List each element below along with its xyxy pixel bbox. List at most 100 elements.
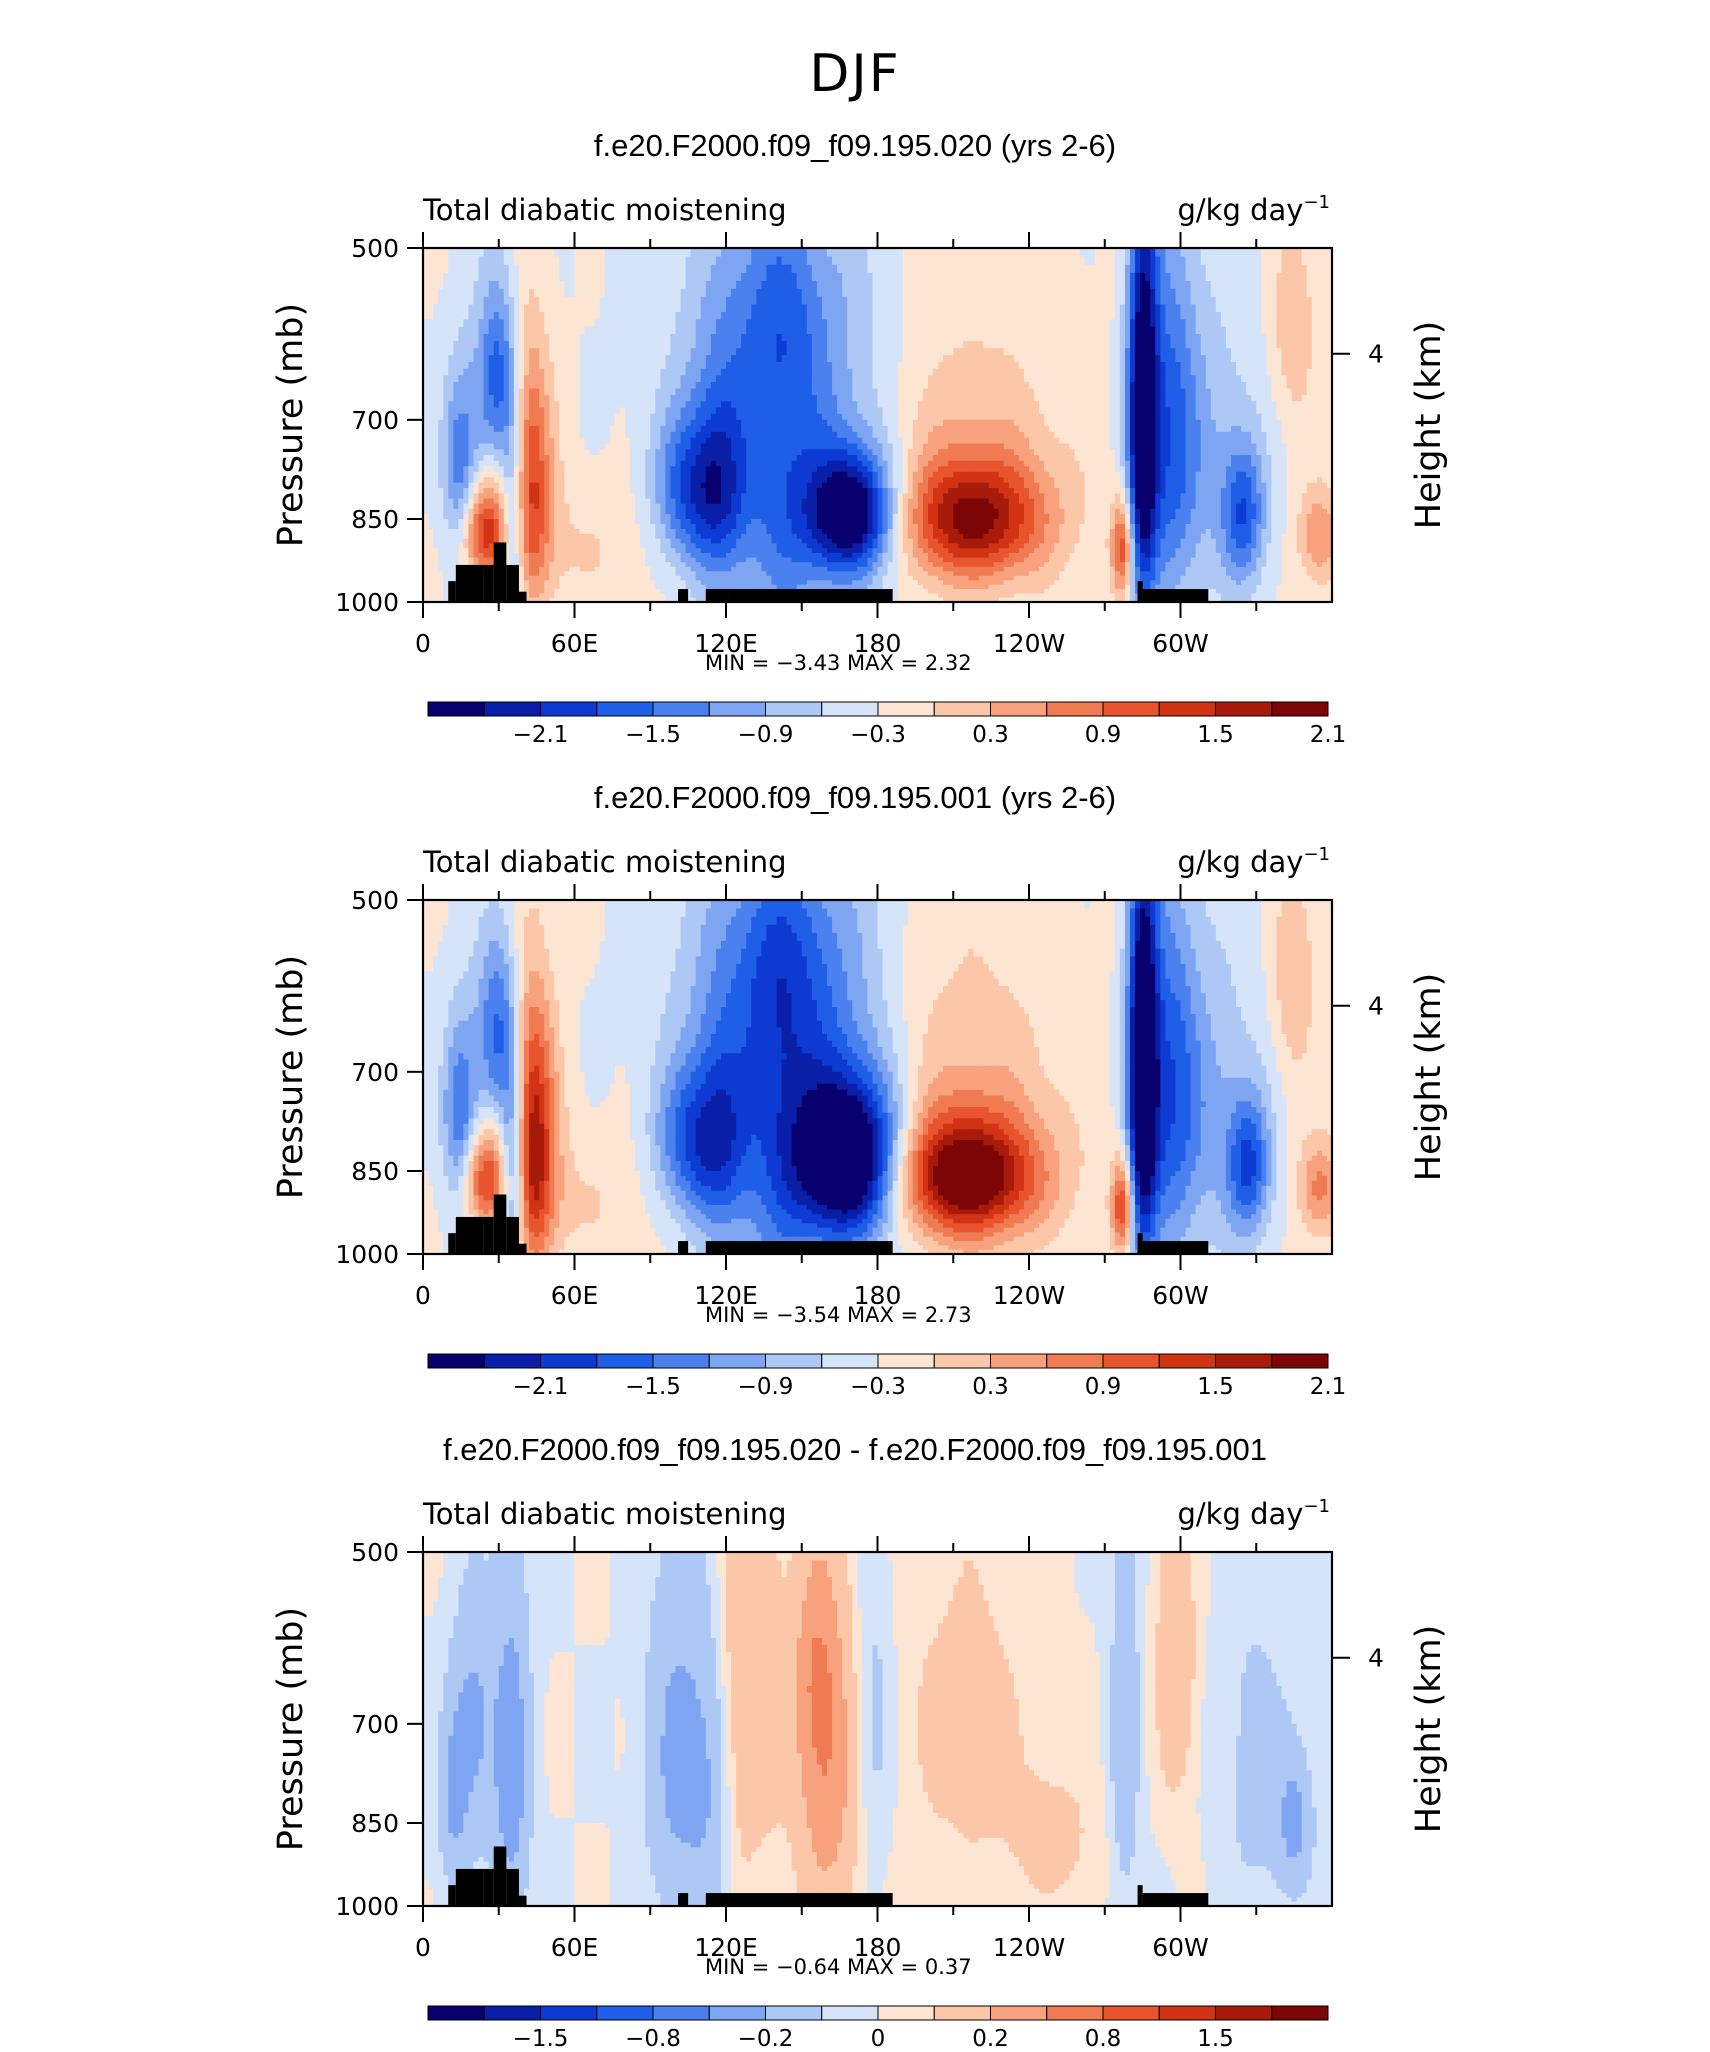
heatmap-cell: [1241, 334, 1247, 342]
heatmap-cell: [1226, 289, 1232, 297]
heatmap-cell: [933, 248, 939, 257]
heatmap-cell: [544, 334, 550, 342]
heatmap-cell: [1312, 369, 1318, 376]
heatmap-cell: [711, 408, 717, 415]
heatmap-cell: [1110, 369, 1116, 376]
heatmap-cell: [933, 426, 939, 433]
heatmap-cell: [862, 375, 868, 382]
heatmap-cell: [918, 304, 924, 312]
heatmap-cell: [676, 388, 682, 395]
heatmap-cell: [1044, 382, 1050, 389]
heatmap-cell: [1024, 420, 1030, 427]
heatmap-cell: [499, 420, 505, 427]
heatmap-cell: [504, 420, 510, 427]
heatmap-cell: [1069, 420, 1075, 427]
heatmap-cell: [585, 281, 591, 290]
heatmap-cell: [1292, 312, 1298, 320]
heatmap-cell: [1302, 341, 1308, 349]
heatmap-cell: [1211, 327, 1217, 335]
heatmap-cell: [817, 426, 823, 433]
heatmap-cell: [1090, 256, 1096, 265]
heatmap-cell: [766, 426, 772, 433]
heatmap-cell: [1150, 248, 1156, 257]
heatmap-cell: [741, 408, 747, 415]
heatmap-cell: [837, 414, 843, 421]
heatmap-cell: [1186, 289, 1192, 297]
heatmap-cell: [1054, 375, 1060, 382]
heatmap-cell: [923, 369, 929, 376]
heatmap-cell: [968, 348, 974, 356]
heatmap-cell: [640, 334, 646, 342]
heatmap-cell: [1090, 304, 1096, 312]
heatmap-cell: [1049, 341, 1055, 349]
heatmap-cell: [650, 355, 656, 362]
heatmap-cell: [569, 369, 575, 376]
heatmap-cell: [802, 248, 808, 257]
heatmap-cell: [1105, 265, 1111, 274]
heatmap-cell: [458, 414, 464, 421]
heatmap-cell: [1221, 401, 1227, 408]
heatmap-cell: [1009, 355, 1015, 362]
heatmap-cell: [1064, 297, 1070, 305]
heatmap-cell: [514, 401, 520, 408]
heatmap-cell: [928, 304, 934, 312]
heatmap-cell: [590, 414, 596, 421]
heatmap-cell: [438, 395, 444, 402]
heatmap-cell: [756, 297, 762, 305]
heatmap-cell: [650, 362, 656, 369]
heatmap-cell: [837, 355, 843, 362]
heatmap-cell: [1196, 414, 1202, 421]
heatmap-cell: [979, 312, 985, 320]
heatmap-cell: [736, 395, 742, 402]
heatmap-cell: [898, 297, 904, 305]
heatmap-cell: [1110, 297, 1116, 305]
heatmap-cell: [640, 265, 646, 274]
heatmap-cell: [585, 334, 591, 342]
heatmap-cell: [1004, 362, 1010, 369]
heatmap-cell: [1271, 348, 1277, 356]
heatmap-cell: [751, 334, 757, 342]
heatmap-cell: [973, 348, 979, 356]
heatmap-cell: [913, 297, 919, 305]
heatmap-cell: [1074, 248, 1080, 257]
heatmap-cell: [994, 256, 1000, 265]
heatmap-cell: [524, 312, 530, 320]
heatmap-cell: [1231, 248, 1237, 257]
heatmap-cell: [580, 388, 586, 395]
heatmap-cell: [1090, 265, 1096, 274]
heatmap-cell: [696, 414, 702, 421]
heatmap-cell: [706, 319, 712, 327]
heatmap-cell: [1115, 395, 1121, 402]
heatmap-cell: [1080, 414, 1086, 421]
heatmap-cell: [1090, 432, 1096, 439]
heatmap-cell: [1186, 395, 1192, 402]
heatmap-cell: [1287, 312, 1293, 320]
heatmap-cell: [670, 426, 676, 433]
heatmap-cell: [1120, 414, 1126, 421]
heatmap-cell: [1201, 382, 1207, 389]
heatmap-cell: [1080, 432, 1086, 439]
heatmap-cell: [933, 289, 939, 297]
heatmap-cell: [630, 348, 636, 356]
heatmap-cell: [792, 256, 798, 265]
heatmap-cell: [640, 408, 646, 415]
heatmap-cell: [802, 273, 808, 282]
heatmap-cell: [746, 401, 752, 408]
heatmap-cell: [1090, 420, 1096, 427]
heatmap-cell: [645, 304, 651, 312]
heatmap-cell: [539, 355, 545, 362]
heatmap-cell: [549, 401, 555, 408]
heatmap-cell: [1236, 388, 1242, 395]
heatmap-cell: [731, 334, 737, 342]
heatmap-cell: [827, 341, 833, 349]
heatmap-cell: [564, 273, 570, 282]
heatmap-cell: [1181, 248, 1187, 257]
heatmap-cell: [766, 369, 772, 376]
heatmap-cell: [580, 304, 586, 312]
heatmap-cell: [474, 348, 480, 356]
heatmap-cell: [1039, 395, 1045, 402]
heatmap-cell: [903, 341, 909, 349]
heatmap-cell: [443, 382, 449, 389]
heatmap-cell: [640, 382, 646, 389]
heatmap-cell: [1322, 375, 1328, 382]
